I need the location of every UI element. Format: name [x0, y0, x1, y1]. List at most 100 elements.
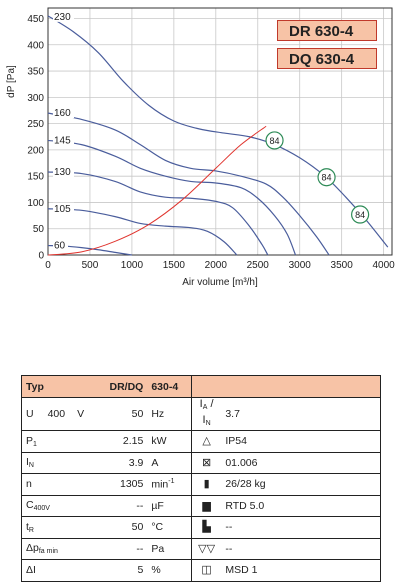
param-symbol: I [26, 456, 29, 469]
y-tick-label: 200 [27, 145, 44, 156]
spec-value: -- [221, 516, 382, 538]
unit-text: Pa [151, 542, 165, 555]
param-unit: Hz [147, 397, 192, 431]
param-unit: % [147, 559, 192, 582]
efficiency-marker-label: 84 [322, 173, 332, 183]
param-value: -- [105, 537, 148, 560]
series-label-bg [53, 165, 74, 177]
efficiency-marker [351, 205, 370, 224]
header-blank-b [221, 375, 382, 398]
param-symbol: U [26, 408, 34, 420]
param-symbol: ΔI [26, 564, 36, 577]
thermal-switch-icon: ▙ [190, 516, 222, 538]
series-line-160 [47, 112, 330, 256]
spec-value: MSD 1 [221, 559, 382, 582]
param-value: 1305 [105, 473, 148, 495]
x-tick-label: 1000 [121, 260, 144, 271]
param-symbol: n [26, 478, 32, 491]
series-label-130: 130 [54, 167, 71, 178]
x-tick-label: 4000 [372, 260, 395, 271]
table-row: P1 2.15 kW △ IP54 [21, 430, 382, 452]
unit-text: % [151, 564, 161, 577]
header-blank-a [190, 375, 222, 398]
x-tick-label: 3500 [331, 260, 354, 271]
header-model: 630-4 [147, 375, 192, 398]
row-label: IN [21, 451, 106, 474]
protection-icon: △ [190, 430, 222, 452]
x-tick-label: 2000 [205, 260, 228, 271]
y-tick-label: 350 [27, 67, 44, 78]
x-tick-label: 500 [82, 260, 99, 271]
param-subscript: N [28, 462, 34, 470]
series-label-bg [53, 202, 74, 214]
param-unit: kW [147, 430, 192, 452]
unit-superscript: -1 [168, 478, 175, 485]
param-value: 3.9 [105, 451, 148, 474]
series-label-105: 105 [54, 204, 71, 215]
header-typ: Typ [21, 375, 106, 398]
spec-value: IP54 [221, 430, 382, 452]
param-symbol: C [26, 499, 34, 512]
y-axis-label: dP [Pa] [6, 65, 17, 98]
unit-text: A [151, 456, 159, 469]
voltage-value: 400 [47, 408, 66, 420]
current-ratio-icon: IA / IN [190, 397, 222, 431]
param-unit: µF [147, 494, 192, 517]
voltage-unit: V [77, 408, 85, 420]
speed-controller-icon: ◫ [190, 559, 222, 582]
param-symbol: P [26, 434, 34, 447]
y-tick-label: 450 [27, 14, 44, 25]
series-label-145: 145 [54, 135, 71, 146]
motor-protection-icon: ▆ [190, 494, 222, 517]
x-tick-label: 2500 [247, 260, 270, 271]
param-value: -- [105, 494, 148, 517]
efficiency-marker-label: 84 [270, 136, 280, 146]
series-label-60: 60 [54, 241, 66, 252]
row-label: ΔI [21, 559, 106, 582]
param-unit: min-1 [147, 473, 192, 495]
y-tick-label: 400 [27, 40, 44, 51]
y-tick-label: 0 [38, 251, 44, 262]
unit-text: °C [151, 521, 164, 534]
row-label: P1 [21, 430, 106, 452]
header-series: DR/DQ [105, 375, 148, 398]
y-tick-label: 300 [27, 93, 44, 104]
y-tick-label: 250 [27, 119, 44, 130]
table-row: U 400 V 50 Hz IA / IN 3.7 [21, 397, 382, 431]
thermal-switch-icon: ▙ [202, 521, 211, 534]
table-row: n 1305 min-1 ▮ 26/28 kg [21, 473, 382, 495]
spec-value: -- [221, 537, 382, 560]
series-label-230: 230 [54, 12, 71, 23]
efficiency-marker-label: 84 [355, 210, 365, 220]
series-line-145 [47, 139, 297, 256]
series-line-230 [47, 15, 389, 248]
y-tick-label: 100 [27, 198, 44, 209]
table-row: C400V -- µF ▆ RTD 5.0 [21, 494, 382, 517]
param-value: 50 [105, 397, 148, 431]
model-label-dr: DR 630-4 [277, 20, 377, 41]
spec-value: 3.7 [221, 397, 382, 431]
series-label-bg [53, 107, 74, 119]
airflow-icon: ▽▽ [198, 542, 216, 555]
weight-icon: ▮ [203, 478, 210, 491]
series-line-105 [47, 208, 238, 256]
x-axis-label: Air volume [m³/h] [182, 277, 258, 288]
table-row: tR 50 °C ▙ -- [21, 516, 382, 538]
efficiency-marker [317, 168, 336, 187]
param-value: 50 [105, 516, 148, 538]
unit-text: kW [151, 435, 167, 448]
spec-value: RTD 5.0 [221, 494, 382, 517]
x-tick-label: 3000 [289, 260, 312, 271]
x-tick-label: 1500 [163, 260, 186, 271]
param-unit: °C [147, 516, 192, 538]
param-subscript: R [28, 526, 34, 534]
param-subscript: 400V [33, 505, 50, 513]
row-label: Δpfa min [21, 537, 106, 560]
series-label-bg [53, 10, 74, 22]
param-subscript: fa min [38, 548, 58, 556]
series-line-130 [47, 171, 269, 256]
row-label: n [21, 473, 106, 495]
param-symbol: t [26, 520, 29, 533]
unit-text: Hz [151, 408, 165, 420]
plot-frame [47, 7, 393, 256]
